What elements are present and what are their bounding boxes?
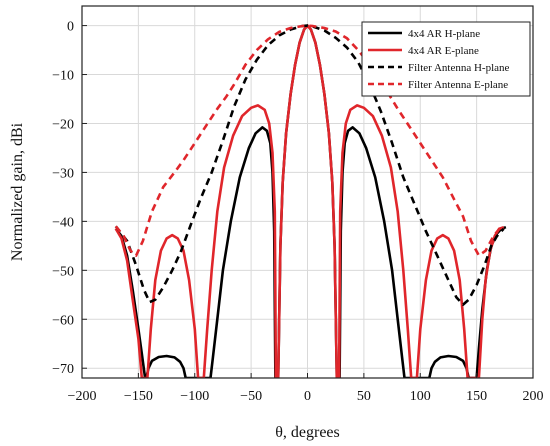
x-tick-label: −100 <box>180 389 209 404</box>
legend: 4x4 AR H-plane 4x4 AR E-plane Filter Anten… <box>361 21 531 97</box>
y-tick-label: −40 <box>52 215 74 230</box>
x-tick-label: 100 <box>410 389 431 404</box>
x-tick-label: 50 <box>357 389 371 404</box>
y-tick-label: −70 <box>52 362 74 377</box>
x-tick-label: −200 <box>68 389 97 404</box>
x-axis-title: θ, degrees <box>275 424 340 441</box>
x-tick-label: 150 <box>466 389 487 404</box>
y-axis-title: Normalized gain, dBi <box>9 122 26 261</box>
y-tick-label: −60 <box>52 313 74 328</box>
legend-label: Filter Antenna E-plane <box>408 79 508 91</box>
legend-label: 4x4 AR H-plane <box>408 28 480 40</box>
legend-label: Filter Antenna H-plane <box>408 62 510 74</box>
y-tick-label: −20 <box>52 117 74 132</box>
y-axis: 0 −10 −20 −30 −40 −50 −60 −70 <box>52 20 87 377</box>
x-tick-label: 200 <box>523 389 544 404</box>
y-tick-label: −10 <box>52 69 74 84</box>
legend-label: 4x4 AR E-plane <box>408 45 479 57</box>
y-tick-label: −30 <box>52 166 74 181</box>
y-tick-label: −50 <box>52 264 74 279</box>
x-tick-label: −150 <box>124 389 153 404</box>
series-layer <box>114 24 507 378</box>
series-line-2 <box>114 24 505 378</box>
series-line-4 <box>114 24 503 257</box>
x-tick-label: 0 <box>304 389 311 404</box>
series-line-3 <box>114 24 505 306</box>
x-tick-label: −50 <box>240 389 262 404</box>
x-axis: −200 −150 −100 −50 0 50 100 150 200 <box>68 373 544 404</box>
y-tick-label: 0 <box>67 20 74 35</box>
